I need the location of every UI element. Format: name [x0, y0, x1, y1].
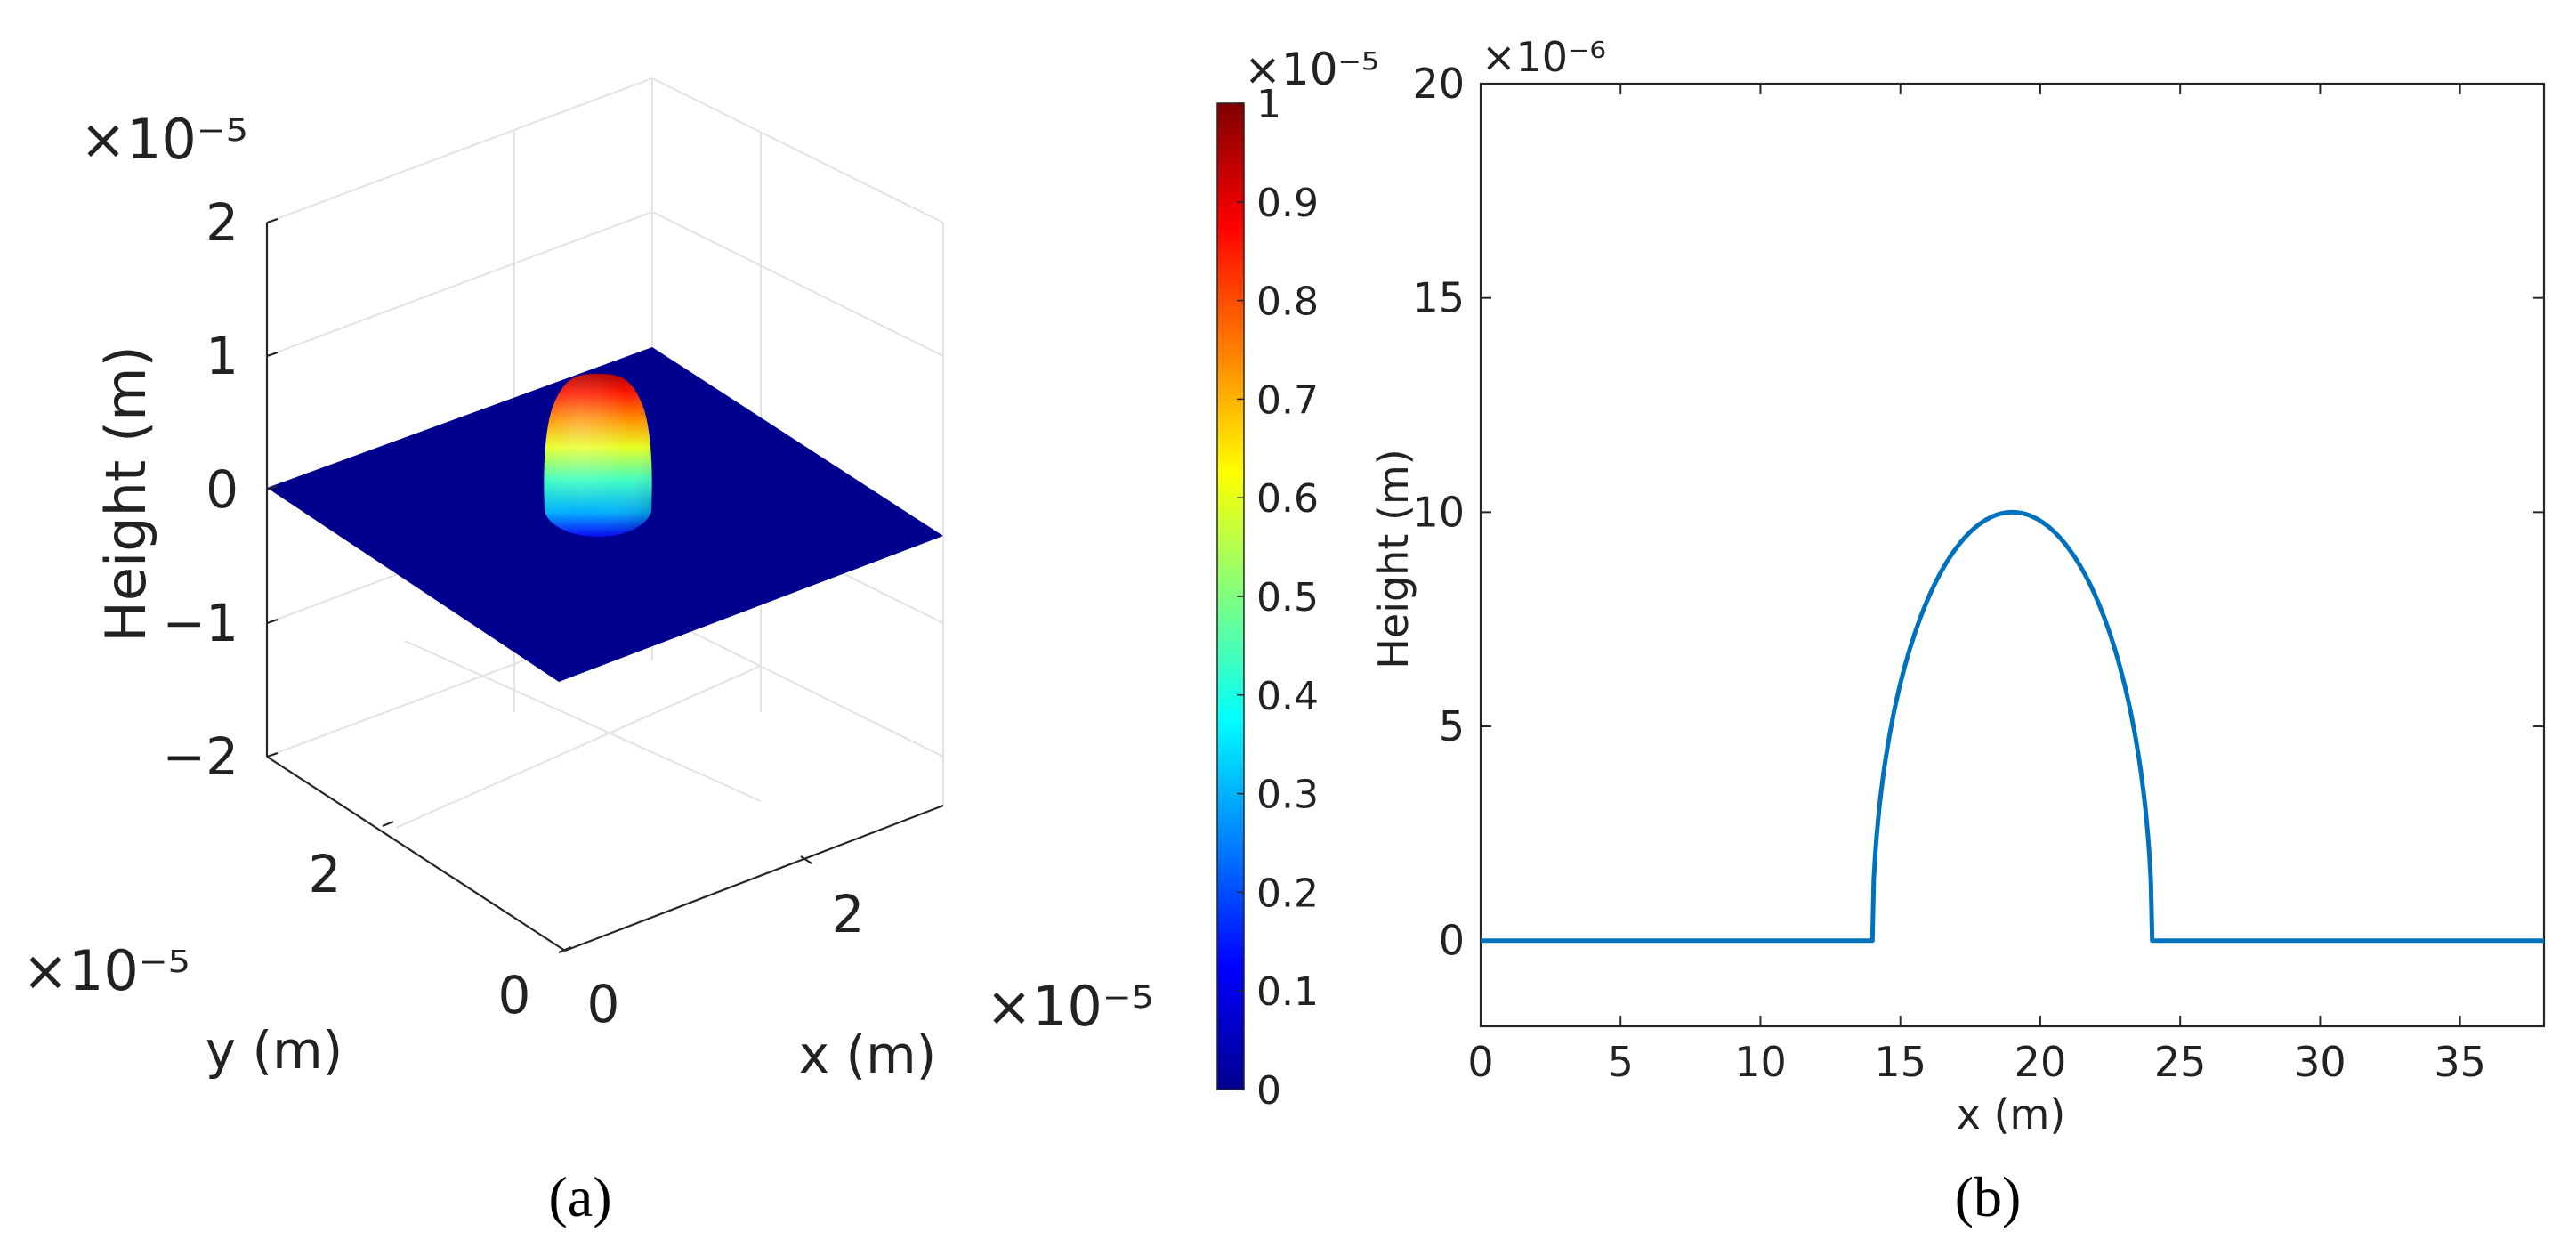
x-tick-label: 0 — [1467, 1038, 1493, 1086]
z-tick-label: −1 — [163, 593, 239, 653]
axes-ticks — [266, 217, 812, 954]
z-tick-label: 2 — [206, 192, 238, 253]
y-tick-label: 20 — [1412, 60, 1465, 108]
y-axis-label: y (m) — [206, 1020, 343, 1081]
colorbar-tick-label: 0.1 — [1256, 969, 1319, 1015]
colorbar-tick-label: 0.5 — [1256, 575, 1319, 620]
colorbar-exponent: ×10⁻⁵ — [1244, 44, 1379, 95]
z-tick-label: 0 — [206, 459, 238, 520]
z-exponent-label: ×10⁻⁵ — [80, 107, 247, 172]
colorbar-ticks: 0 0.1 0.2 0.3 0.4 0.5 0.6 0.7 0.8 0.9 1 — [1237, 82, 1319, 1114]
x-tick-label-0: 0 — [587, 974, 620, 1034]
caption-b: (b) — [1955, 1165, 2022, 1228]
colorbar-gradient — [1216, 102, 1245, 1090]
colorbar-tick-label: 0 — [1256, 1068, 1281, 1114]
z-tick-labels: −2 −1 0 1 2 — [163, 192, 239, 787]
x-axis-label: x (m) — [799, 1025, 937, 1085]
surface-dome — [544, 374, 652, 537]
y-tick-label-0: 0 — [498, 965, 531, 1025]
x-exponent-label: ×10⁻⁵ — [986, 974, 1153, 1039]
series-line — [1481, 509, 2544, 944]
y-exponent-label: ×10⁻⁵ — [22, 938, 190, 1003]
caption-a: (a) — [548, 1165, 611, 1228]
y-tick-label: 10 — [1412, 488, 1465, 536]
colorbar-tick-label: 0.2 — [1256, 871, 1319, 916]
x-tick-label: 10 — [1734, 1038, 1787, 1086]
x-axis-label-b: x (m) — [1957, 1090, 2066, 1139]
y-tick-label-2: 2 — [309, 844, 342, 904]
panel-a-surface-plot: −2 −1 0 1 2 2 0 0 2 ×10⁻⁵ ×10⁻⁵ ×10⁻⁵ Height… — [22, 44, 1379, 1228]
y-tick-label: 5 — [1439, 702, 1465, 750]
x-tick-label: 25 — [2154, 1038, 2207, 1086]
y-axis-label-b: Height (m) — [1369, 449, 1417, 669]
colorbar: 0 0.1 0.2 0.3 0.4 0.5 0.6 0.7 0.8 0.9 1 ×10⁻⁵ — [1216, 44, 1379, 1114]
x-tick-label: 15 — [1874, 1038, 1926, 1086]
z-tick-label: −2 — [163, 726, 239, 787]
plot-box — [1479, 82, 2546, 1028]
z-tick-label: 1 — [206, 326, 238, 386]
colorbar-tick-label: 0.7 — [1256, 377, 1319, 423]
y-exponent-label-b: ×10⁻⁶ — [1482, 33, 1606, 81]
x-tick-label: 5 — [1608, 1038, 1634, 1086]
x-tick-label: 20 — [2015, 1038, 2067, 1086]
colorbar-tick-label: 1 — [1256, 82, 1281, 127]
x-tick-label-2: 2 — [832, 884, 865, 944]
y-tick-label: 0 — [1439, 917, 1465, 965]
colorbar-tick-label: 0.3 — [1256, 773, 1319, 818]
z-axis-label: Height (m) — [93, 345, 158, 642]
x-tick-label: 30 — [2294, 1038, 2346, 1086]
colorbar-tick-label: 0.6 — [1256, 476, 1319, 522]
y-tick-label: 15 — [1412, 274, 1465, 322]
colorbar-tick-label: 0.4 — [1256, 674, 1319, 719]
axis-ticks: 0 5 10 15 20 25 30 35 0 5 10 15 20 — [1412, 60, 2544, 1086]
colorbar-tick-label: 0.9 — [1256, 181, 1319, 226]
colorbar-tick-label: 0.8 — [1256, 280, 1319, 325]
x-tick-label: 35 — [2434, 1038, 2486, 1086]
